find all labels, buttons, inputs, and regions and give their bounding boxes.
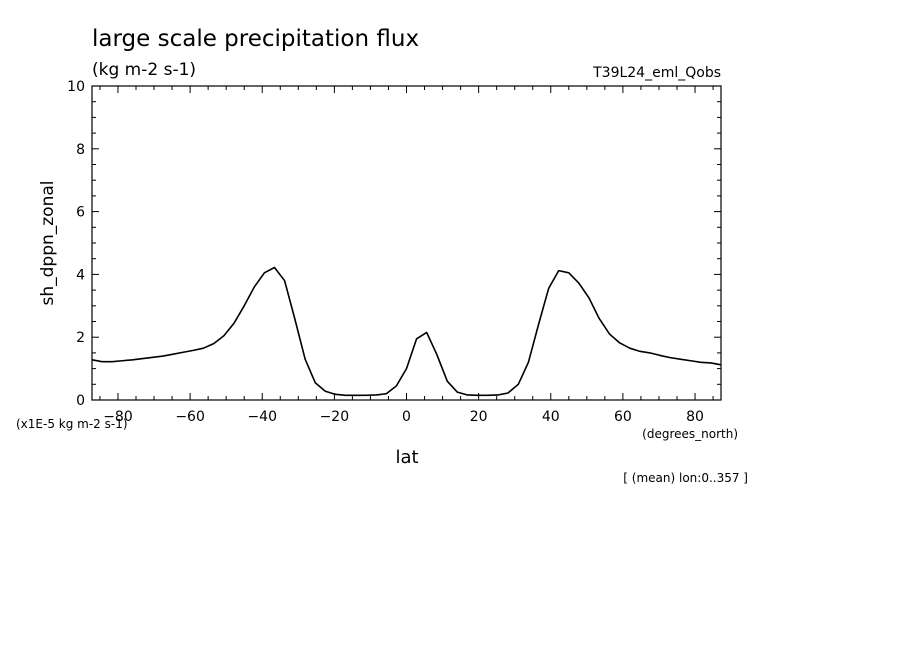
x-tick-labels: −80 −60 −40 −20 0 20 40 60 80 — [103, 409, 704, 425]
x-tick-label: −20 — [320, 409, 350, 425]
y-tick-labels: 0 2 4 6 8 10 — [67, 79, 85, 409]
y-tick-label: 6 — [76, 205, 85, 221]
x-tick-label: 40 — [542, 409, 560, 425]
y-axis-label: sh_dppn_zonal — [38, 180, 58, 305]
plot-frame — [91, 85, 722, 401]
x-tick-label: 0 — [402, 409, 411, 425]
y-scale-note: (x1E-5 kg m-2 s-1) — [16, 417, 128, 431]
footer-note: [ (mean) lon:0..357 ] — [623, 471, 748, 485]
x-tick-label: 20 — [470, 409, 488, 425]
run-label: T39L24_eml_Qobs — [592, 65, 721, 81]
x-tick-label: −60 — [175, 409, 205, 425]
series-line — [91, 266, 722, 397]
x-tick-label: −80 — [103, 409, 133, 425]
x-tick-label: −40 — [247, 409, 277, 425]
y-tick-label: 0 — [76, 393, 85, 409]
x-axis-label: lat — [395, 447, 418, 468]
y-tick-label: 8 — [76, 142, 85, 158]
y-tick-label: 4 — [76, 267, 85, 283]
x-axis-unit: (degrees_north) — [642, 427, 738, 441]
y-tick-label: 10 — [67, 79, 85, 95]
x-tick-label: 80 — [686, 409, 704, 425]
y-tick-label: 2 — [76, 330, 85, 346]
series-points — [92, 267, 721, 395]
chart-title: large scale precipitation flux — [92, 26, 419, 52]
chart-units: (kg m-2 s-1) — [92, 60, 196, 80]
axis-ticks — [92, 85, 721, 401]
x-tick-label: 60 — [614, 409, 632, 425]
